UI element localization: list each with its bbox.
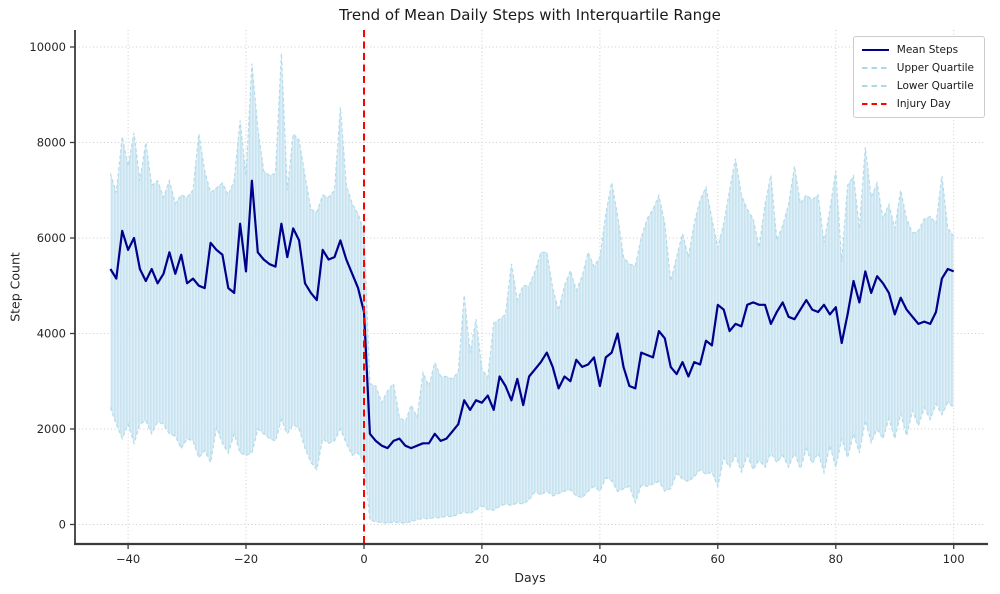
y-tick-label: 6000	[37, 231, 66, 245]
x-axis-label: Days	[514, 570, 546, 585]
x-tick-label: −40	[116, 552, 140, 566]
legend-label: Mean Steps	[896, 44, 959, 56]
iqr-band	[110, 53, 954, 524]
mean-steps-line	[109, 179, 955, 450]
legend-swatch	[861, 66, 889, 70]
y-tick-label: 0	[59, 518, 66, 532]
y-tick-label: 10000	[29, 40, 66, 54]
legend-label: Lower Quartile	[896, 80, 974, 92]
legend-label: Injury Day	[896, 98, 951, 110]
y-axis-label: Step Count	[7, 252, 23, 322]
lower-quartile-line	[109, 401, 955, 524]
legend-swatch	[861, 102, 889, 106]
legend-swatch	[861, 48, 889, 52]
x-tick-label: 80	[828, 552, 843, 566]
chart-title: Trend of Mean Daily Steps with Interquar…	[339, 6, 721, 24]
legend-item-mean-steps: Mean Steps	[861, 43, 974, 57]
legend-label: Upper Quartile	[896, 62, 974, 74]
x-tick-label: 100	[943, 552, 965, 566]
x-tick-label: 60	[710, 552, 725, 566]
legend: Mean Steps Upper Quartile Lower Quartile In…	[852, 36, 985, 118]
y-tick-label: 2000	[37, 422, 66, 436]
legend-item-lower-quartile: Lower Quartile	[861, 79, 974, 93]
legend-item-injury-day: Injury Day	[861, 97, 974, 111]
y-tick-label: 8000	[37, 136, 66, 150]
x-tick-label: 0	[360, 552, 367, 566]
x-tick-label: 40	[593, 552, 608, 566]
x-tick-label: 20	[475, 552, 490, 566]
x-tick-label: −20	[234, 552, 258, 566]
upper-quartile-line	[109, 53, 955, 423]
y-tick-label: 4000	[37, 327, 66, 341]
legend-item-upper-quartile: Upper Quartile	[861, 61, 974, 75]
legend-swatch	[861, 84, 889, 88]
